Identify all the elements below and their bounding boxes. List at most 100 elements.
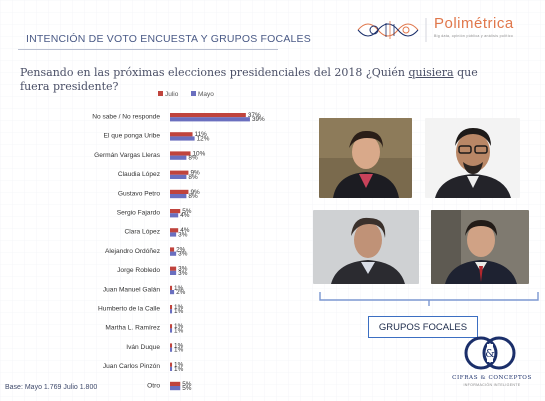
bar-mayo (170, 174, 187, 179)
data-label-julio: 11% (195, 131, 208, 138)
bar-julio (170, 381, 181, 386)
data-label-mayo: 8% (188, 193, 198, 200)
survey-question: Pensando en las próximas elecciones pres… (20, 66, 490, 94)
brand-name: Polimétrica (434, 15, 514, 32)
vote-intention-chart: Julio Mayo No sabe / No responde 37%39% El q… (92, 91, 265, 391)
title-divider (18, 49, 278, 50)
category-label: Humberto de la Calle (98, 306, 160, 313)
data-label-mayo: 1% (174, 327, 184, 334)
bar-julio (170, 209, 181, 214)
data-label-mayo: 5% (182, 385, 192, 391)
legend-label-mayo: Mayo (198, 91, 214, 98)
data-label-julio: 1% (174, 304, 184, 311)
category-label: Juan Carlos Pinzón (103, 363, 161, 370)
bar-mayo (170, 366, 173, 371)
pollster-name: CIFRAS & CONCEPTOS (452, 375, 532, 381)
data-label-mayo: 39% (252, 116, 265, 123)
data-label-julio: 2% (176, 246, 186, 253)
bar-julio (170, 362, 173, 367)
data-label-mayo: 3% (178, 231, 188, 238)
question-emphasis: quisiera (408, 66, 454, 79)
category-label: Jorge Robledo (117, 267, 160, 274)
data-label-mayo: 12% (197, 135, 210, 142)
data-label-julio: 1% (174, 285, 184, 292)
category-label: Juan Manuel Galán (103, 286, 161, 293)
category-label: Iván Duque (126, 344, 160, 351)
cifras-conceptos-logo-icon: & (464, 336, 516, 370)
bar-mayo (170, 290, 175, 295)
data-label-mayo: 1% (174, 347, 184, 354)
data-label-julio: 4% (180, 227, 190, 234)
bar-julio (170, 247, 175, 252)
data-label-mayo: 2% (176, 289, 186, 296)
data-label-mayo: 8% (188, 155, 198, 162)
candidate-photo-gustavo-petro (425, 118, 520, 198)
data-label-mayo: 4% (180, 212, 190, 219)
legend-swatch-julio (158, 91, 163, 96)
data-label-julio: 10% (193, 150, 206, 157)
data-label-mayo: 3% (178, 251, 188, 258)
bar-julio (170, 113, 246, 118)
candidate-photo-claudia-lopez (319, 118, 412, 198)
legend-label-julio: Julio (165, 91, 179, 98)
data-label-julio: 37% (248, 112, 261, 119)
bar-julio (170, 343, 173, 348)
bar-mayo (170, 213, 179, 218)
data-label-julio: 1% (174, 362, 184, 369)
data-label-mayo: 3% (178, 270, 188, 277)
data-label-julio: 1% (174, 323, 184, 330)
data-label-mayo: 8% (188, 174, 198, 181)
data-label-julio: 5% (182, 208, 192, 215)
candidate-photo-juan-carlos-pinzon (431, 210, 529, 284)
bar-mayo (170, 328, 173, 333)
polimetrica-logo-icon (357, 18, 427, 42)
category-label: No sabe / No responde (92, 114, 160, 121)
bar-mayo (170, 136, 195, 141)
bar-julio (170, 132, 193, 137)
category-label: Otro (147, 382, 160, 389)
legend-swatch-mayo (191, 91, 196, 96)
bar-julio (170, 170, 189, 175)
category-label: Germán Vargas Lleras (94, 152, 161, 159)
data-label-mayo: 1% (174, 366, 184, 373)
pollster-tagline: INFORMACIÓN INTELIGENTE (463, 383, 521, 387)
slide-title: INTENCIÓN DE VOTO ENCUESTA Y GRUPOS FOCA… (26, 33, 311, 45)
bar-mayo (170, 232, 177, 237)
bar-julio (170, 305, 173, 310)
bar-mayo (170, 309, 173, 314)
sample-base-note: Base: Mayo 1.769 Julio 1.800 (5, 384, 98, 391)
category-label: Sergio Fajardo (117, 210, 161, 217)
focus-groups-bracket (319, 292, 539, 306)
bar-mayo (170, 347, 173, 352)
bar-mayo (170, 251, 177, 256)
data-label-julio: 3% (178, 266, 188, 273)
question-text-end: que fuera presidente? (20, 66, 478, 93)
bar-mayo (170, 155, 187, 160)
focus-groups-label: GRUPOS FOCALES (368, 316, 478, 338)
bar-julio (170, 151, 191, 156)
data-label-mayo: 1% (174, 308, 184, 315)
category-label: Alejandro Ordóñez (105, 248, 160, 255)
category-label: Gustavo Petro (118, 190, 160, 197)
data-label-julio: 9% (190, 170, 200, 177)
bar-julio (170, 228, 179, 233)
candidate-photo-sergio-fajardo (313, 210, 419, 284)
bar-julio (170, 189, 189, 194)
bar-mayo (170, 386, 181, 391)
bar-mayo (170, 117, 250, 122)
svg-text:&: & (485, 347, 495, 360)
data-label-julio: 9% (190, 189, 200, 196)
bar-julio (170, 266, 177, 271)
bar-julio (170, 324, 173, 329)
category-label: Martha L. Ramírez (105, 325, 160, 332)
category-label: Clara López (124, 229, 160, 236)
data-label-julio: 5% (182, 381, 192, 388)
category-label: Claudia López (118, 171, 160, 178)
category-label: El que ponga Uribe (104, 133, 161, 140)
brand-tagline: Big data, opinión pública y análisis pol… (434, 34, 514, 38)
bar-mayo (170, 194, 187, 199)
data-label-julio: 1% (174, 342, 184, 349)
question-text-start: Pensando en las próximas elecciones pres… (20, 66, 409, 79)
bar-mayo (170, 270, 177, 275)
bar-julio (170, 285, 173, 290)
